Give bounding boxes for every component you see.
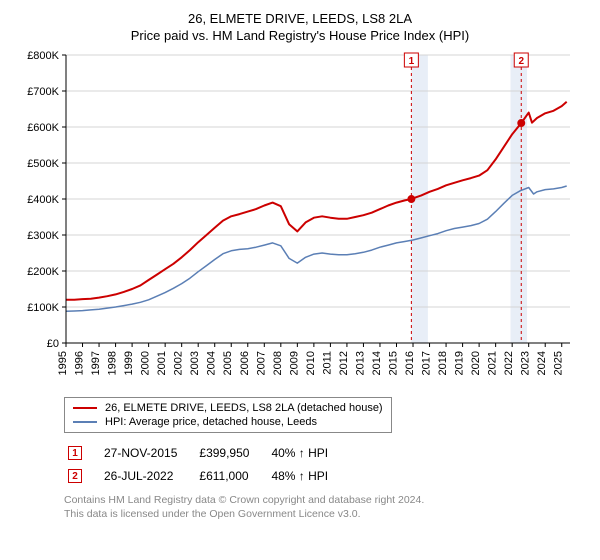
transaction-date: 26-JUL-2022 [100, 464, 195, 487]
svg-text:2018: 2018 [437, 351, 449, 375]
svg-text:1996: 1996 [74, 351, 86, 375]
chart-svg: £0 £100K £200K £300K £400K £500K £600K £700K £80… [18, 49, 578, 389]
svg-text:£300K: £300K [27, 230, 59, 242]
svg-text:£800K: £800K [27, 50, 59, 62]
transaction-price: £399,950 [195, 441, 267, 464]
footer-line-2: This data is licensed under the Open Gov… [64, 507, 582, 521]
svg-text:1: 1 [409, 56, 415, 67]
svg-text:2020: 2020 [470, 351, 482, 375]
legend-label: 26, ELMETE DRIVE, LEEDS, LS8 2LA (detach… [105, 402, 383, 414]
transaction-row: 2 26-JUL-2022£611,00048% ↑ HPI [64, 464, 346, 487]
svg-text:2007: 2007 [255, 351, 267, 375]
chart-title: 26, ELMETE DRIVE, LEEDS, LS8 2LA [18, 10, 582, 28]
svg-text:2011: 2011 [321, 351, 333, 375]
svg-text:£700K: £700K [27, 86, 59, 98]
transaction-price: £611,000 [195, 464, 267, 487]
svg-text:2008: 2008 [272, 351, 284, 375]
svg-text:£0: £0 [47, 338, 59, 350]
transaction-marker: 2 [68, 469, 82, 483]
svg-text:2022: 2022 [503, 351, 515, 375]
svg-text:2012: 2012 [338, 351, 350, 375]
svg-text:£600K: £600K [27, 122, 59, 134]
legend-item: 26, ELMETE DRIVE, LEEDS, LS8 2LA (detach… [73, 401, 383, 415]
transaction-delta: 48% ↑ HPI [267, 464, 346, 487]
svg-text:£100K: £100K [27, 302, 59, 314]
svg-text:£200K: £200K [27, 266, 59, 278]
svg-text:2015: 2015 [387, 351, 399, 375]
svg-text:2004: 2004 [206, 351, 218, 375]
legend-swatch [73, 407, 97, 409]
footer-line-1: Contains HM Land Registry data © Crown c… [64, 493, 582, 507]
svg-text:2002: 2002 [173, 351, 185, 375]
svg-text:2013: 2013 [354, 351, 366, 375]
svg-text:2017: 2017 [421, 351, 433, 375]
transaction-delta: 40% ↑ HPI [267, 441, 346, 464]
svg-text:2019: 2019 [454, 351, 466, 375]
svg-text:2014: 2014 [371, 351, 383, 375]
legend-swatch [73, 421, 97, 423]
transaction-date: 27-NOV-2015 [100, 441, 195, 464]
svg-text:1995: 1995 [57, 351, 69, 375]
svg-text:2025: 2025 [553, 351, 565, 375]
svg-text:2010: 2010 [305, 351, 317, 375]
svg-text:£400K: £400K [27, 194, 59, 206]
legend-label: HPI: Average price, detached house, Leed… [105, 416, 317, 428]
chart-subtitle: Price paid vs. HM Land Registry's House … [18, 28, 582, 43]
line-chart: £0 £100K £200K £300K £400K £500K £600K £700K £80… [18, 49, 578, 389]
transactions-table: 1 27-NOV-2015£399,95040% ↑ HPI 2 26-JUL-202… [64, 441, 346, 487]
legend-item: HPI: Average price, detached house, Leed… [73, 415, 383, 429]
transaction-marker: 1 [68, 446, 82, 460]
svg-text:2: 2 [518, 56, 524, 67]
svg-text:2001: 2001 [156, 351, 168, 375]
transaction-row: 1 27-NOV-2015£399,95040% ↑ HPI [64, 441, 346, 464]
svg-text:2003: 2003 [189, 351, 201, 375]
svg-text:2023: 2023 [520, 351, 532, 375]
svg-text:2009: 2009 [288, 351, 300, 375]
svg-text:£500K: £500K [27, 158, 59, 170]
svg-text:2021: 2021 [487, 351, 499, 375]
legend: 26, ELMETE DRIVE, LEEDS, LS8 2LA (detach… [64, 397, 392, 433]
footer-attribution: Contains HM Land Registry data © Crown c… [64, 493, 582, 521]
svg-text:2024: 2024 [536, 351, 548, 375]
svg-text:1998: 1998 [107, 351, 119, 375]
svg-text:1997: 1997 [90, 351, 102, 375]
svg-text:2006: 2006 [239, 351, 251, 375]
svg-text:2000: 2000 [140, 351, 152, 375]
svg-text:2016: 2016 [404, 351, 416, 375]
svg-text:1999: 1999 [123, 351, 135, 375]
svg-text:2005: 2005 [222, 351, 234, 375]
